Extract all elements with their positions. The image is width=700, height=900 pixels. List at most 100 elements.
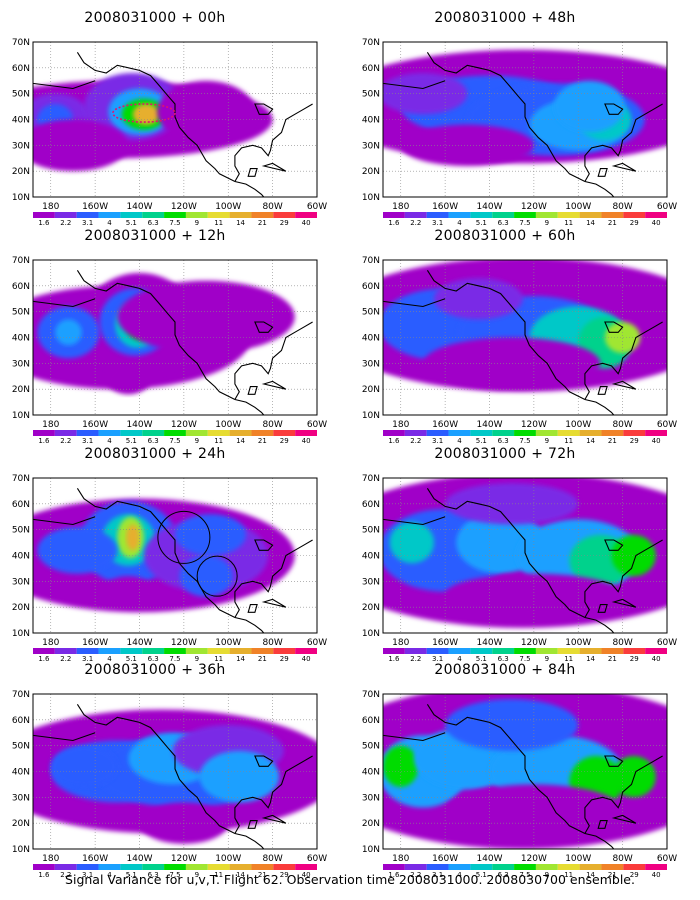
lon-tick-label: 60W — [307, 854, 327, 864]
variance-contour — [553, 80, 625, 133]
lon-tick-label: 140W — [476, 854, 502, 864]
colorbar-label: 3.1 — [82, 219, 93, 225]
colorbar-swatch — [492, 648, 515, 654]
colorbar-swatch — [120, 212, 143, 218]
variance-map: 70N 60N 50N 40N 30N 20N 10N 180 160W 140W 120W 100W… — [12, 690, 327, 877]
colorbar-label: 11 — [214, 655, 223, 661]
colorbar-swatch — [623, 864, 646, 870]
colorbar-label: 4 — [457, 219, 462, 225]
colorbar-swatch — [251, 864, 274, 870]
colorbar-label: 6.3 — [148, 871, 159, 877]
colorbar-swatch — [426, 648, 449, 654]
colorbar-swatch — [404, 648, 427, 654]
colorbar-label: 21 — [258, 655, 267, 661]
colorbar-label: 7.5 — [169, 655, 180, 661]
coastline — [247, 604, 258, 613]
lon-tick-label: 140W — [126, 638, 152, 648]
colorbar-label: 9 — [195, 437, 199, 443]
colorbar-swatch — [33, 864, 55, 870]
variance-map: 70N 60N 50N 40N 30N 20N 10N 180 160W 140W 120W 100W… — [362, 690, 677, 877]
lat-tick-label: 50N — [362, 308, 380, 318]
lat-tick-label: 30N — [362, 793, 380, 803]
colorbar-swatch — [98, 648, 121, 654]
coastline — [254, 103, 274, 115]
colorbar-swatch — [207, 430, 230, 436]
variance-contour — [445, 784, 623, 837]
variance-contour — [106, 363, 151, 395]
lon-tick-label: 80W — [612, 638, 632, 648]
colorbar-label: 40 — [652, 871, 661, 877]
colorbar-label: 4 — [457, 871, 462, 877]
colorbar-swatch — [98, 864, 121, 870]
panel-title: 2008031000 + 72h — [434, 446, 576, 462]
lon-tick-label: 100W — [215, 854, 241, 864]
colorbar-label: 14 — [586, 437, 595, 443]
map-panel: 2008031000 + 84h 70N 60N 50N 40N 30N 20N 10N 180… — [350, 662, 677, 877]
colorbar-swatch — [185, 864, 208, 870]
colorbar-swatch — [207, 648, 230, 654]
variance-map: 70N 60N 50N 40N 30N 20N 10N 180 160W 140W 120W 100W… — [12, 474, 327, 661]
colorbar-label: 6.3 — [498, 437, 509, 443]
colorbar-label: 6.3 — [498, 219, 509, 225]
coastline — [584, 755, 663, 834]
colorbar-swatch — [120, 864, 143, 870]
variance-contour — [445, 699, 579, 751]
lat-tick-label: 10N — [362, 411, 380, 421]
colorbar-swatch — [295, 212, 317, 218]
colorbar-swatch — [76, 648, 99, 654]
coastline — [611, 814, 637, 824]
lat-tick-label: 60N — [12, 282, 30, 292]
colorbar-swatch — [33, 212, 55, 218]
colorbar-label: 40 — [652, 655, 661, 661]
coastline — [597, 604, 608, 613]
coastline — [584, 539, 663, 618]
lon-tick-label: 120W — [521, 202, 547, 212]
coastline — [426, 704, 615, 849]
coastline — [76, 704, 265, 849]
colorbar-label: 11 — [214, 219, 223, 225]
colorbar-label: 14 — [586, 871, 595, 877]
panel-title: 2008031000 + 84h — [434, 662, 576, 678]
colorbar-label: 2.2 — [60, 437, 71, 443]
colorbar-swatch — [470, 648, 493, 654]
colorbar-label: 3.1 — [82, 655, 93, 661]
variance-contour — [445, 573, 623, 615]
coastline — [247, 168, 258, 177]
colorbar-swatch — [120, 430, 143, 436]
colorbar-label: 5.1 — [126, 655, 137, 661]
variance-contour — [179, 555, 233, 597]
colorbar-label: 14 — [586, 219, 595, 225]
lat-tick-label: 50N — [12, 308, 30, 318]
lat-tick-label: 20N — [362, 819, 380, 829]
colorbar-swatch — [404, 864, 427, 870]
colorbar-label: 14 — [586, 655, 595, 661]
colorbar-label: 40 — [652, 219, 661, 225]
colorbar-label: 3.1 — [432, 871, 443, 877]
colorbar-label: 14 — [236, 437, 245, 443]
colorbar-swatch — [404, 430, 427, 436]
colorbar-label: 14 — [236, 655, 245, 661]
colorbar-label: 4 — [107, 655, 112, 661]
variance-contour — [199, 750, 280, 803]
colorbar-swatch — [142, 430, 165, 436]
lat-tick-label: 10N — [12, 629, 30, 639]
colorbar-swatch — [645, 212, 667, 218]
colorbar-label: 1.6 — [388, 871, 400, 877]
colorbar-label: 1.6 — [38, 871, 50, 877]
colorbar-label: 11 — [564, 655, 573, 661]
colorbar-swatch — [448, 648, 471, 654]
colorbar-swatch — [229, 864, 252, 870]
colorbar-label: 29 — [280, 437, 289, 443]
colorbar-label: 3.1 — [82, 437, 93, 443]
colorbar-label: 2.2 — [60, 655, 71, 661]
map-panel: 2008031000 + 24h 70N 60N 50N 40N 30N 20N 10N 180… — [0, 446, 327, 661]
colorbar-swatch — [579, 430, 602, 436]
colorbar-swatch — [98, 212, 121, 218]
coastline — [254, 321, 274, 333]
panel-title: 2008031000 + 60h — [434, 228, 576, 244]
colorbar-swatch — [579, 648, 602, 654]
lat-tick-label: 20N — [362, 385, 380, 395]
coastline — [604, 755, 624, 767]
lon-tick-label: 140W — [126, 202, 152, 212]
coastline — [584, 321, 663, 400]
